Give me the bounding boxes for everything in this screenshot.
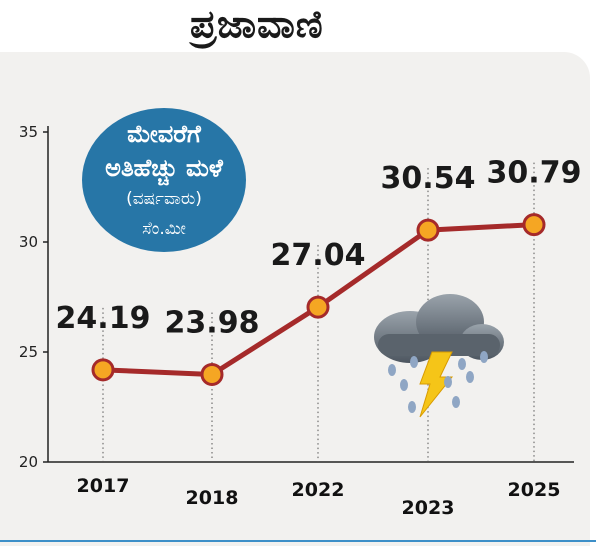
info-bubble-circle <box>82 108 246 252</box>
x-axis-label: 2022 <box>292 479 345 501</box>
data-point <box>306 295 330 319</box>
x-axis-label: 2023 <box>402 497 455 519</box>
value-label: 24.19 <box>56 301 151 336</box>
bubble-line-2: ಅತಿಹೆಚ್ಚು ಮಳೆ <box>105 154 224 186</box>
x-axis-labels: 2017 2018 2022 2023 2025 <box>77 475 561 519</box>
data-points <box>91 213 546 386</box>
data-point <box>200 362 224 386</box>
newspaper-logo: ಪ್ರಜಾವಾಣಿ <box>190 2 324 46</box>
drop-lines <box>102 162 535 462</box>
bubble-line-4: ಸೆಂ.ಮೀ <box>142 219 186 239</box>
bubble-line-1: ಮೇವರೆಗೆ <box>127 120 202 148</box>
x-axis-label: 2025 <box>508 479 561 501</box>
thunderstorm-cloud-icon <box>374 294 504 418</box>
chart-panel: 20 25 30 35 24.19 23.98 27.04 30.54 30.79 2017 2… <box>0 52 590 546</box>
bottom-rule <box>0 540 596 542</box>
info-bubble: ಮೇವರೆಗೆ ಅತಿಹೆಚ್ಚು ಮಳೆ (ವರ್ಷವಾರು) ಸೆಂ.ಮೀ <box>82 108 246 252</box>
masthead: ಪ್ರಜಾವಾಣಿ <box>0 0 596 52</box>
value-label: 27.04 <box>271 238 366 273</box>
data-point <box>522 213 546 237</box>
value-labels: 24.19 23.98 27.04 30.54 30.79 <box>56 156 582 341</box>
y-tick-label: 25 <box>19 343 38 361</box>
axes <box>47 126 574 463</box>
x-axis-label: 2017 <box>77 475 130 497</box>
y-tick-label: 30 <box>19 233 38 251</box>
y-tick-label: 20 <box>19 453 38 471</box>
data-point <box>91 358 115 382</box>
bubble-line-3: (ವರ್ಷವಾರು) <box>126 189 202 209</box>
value-label: 30.79 <box>487 156 582 191</box>
data-point <box>416 218 440 242</box>
y-tick-label: 35 <box>19 123 38 141</box>
value-label: 30.54 <box>381 161 476 196</box>
y-axis-ticks: 20 25 30 35 <box>19 123 48 471</box>
x-axis-label: 2018 <box>186 487 239 509</box>
value-label: 23.98 <box>165 305 260 340</box>
